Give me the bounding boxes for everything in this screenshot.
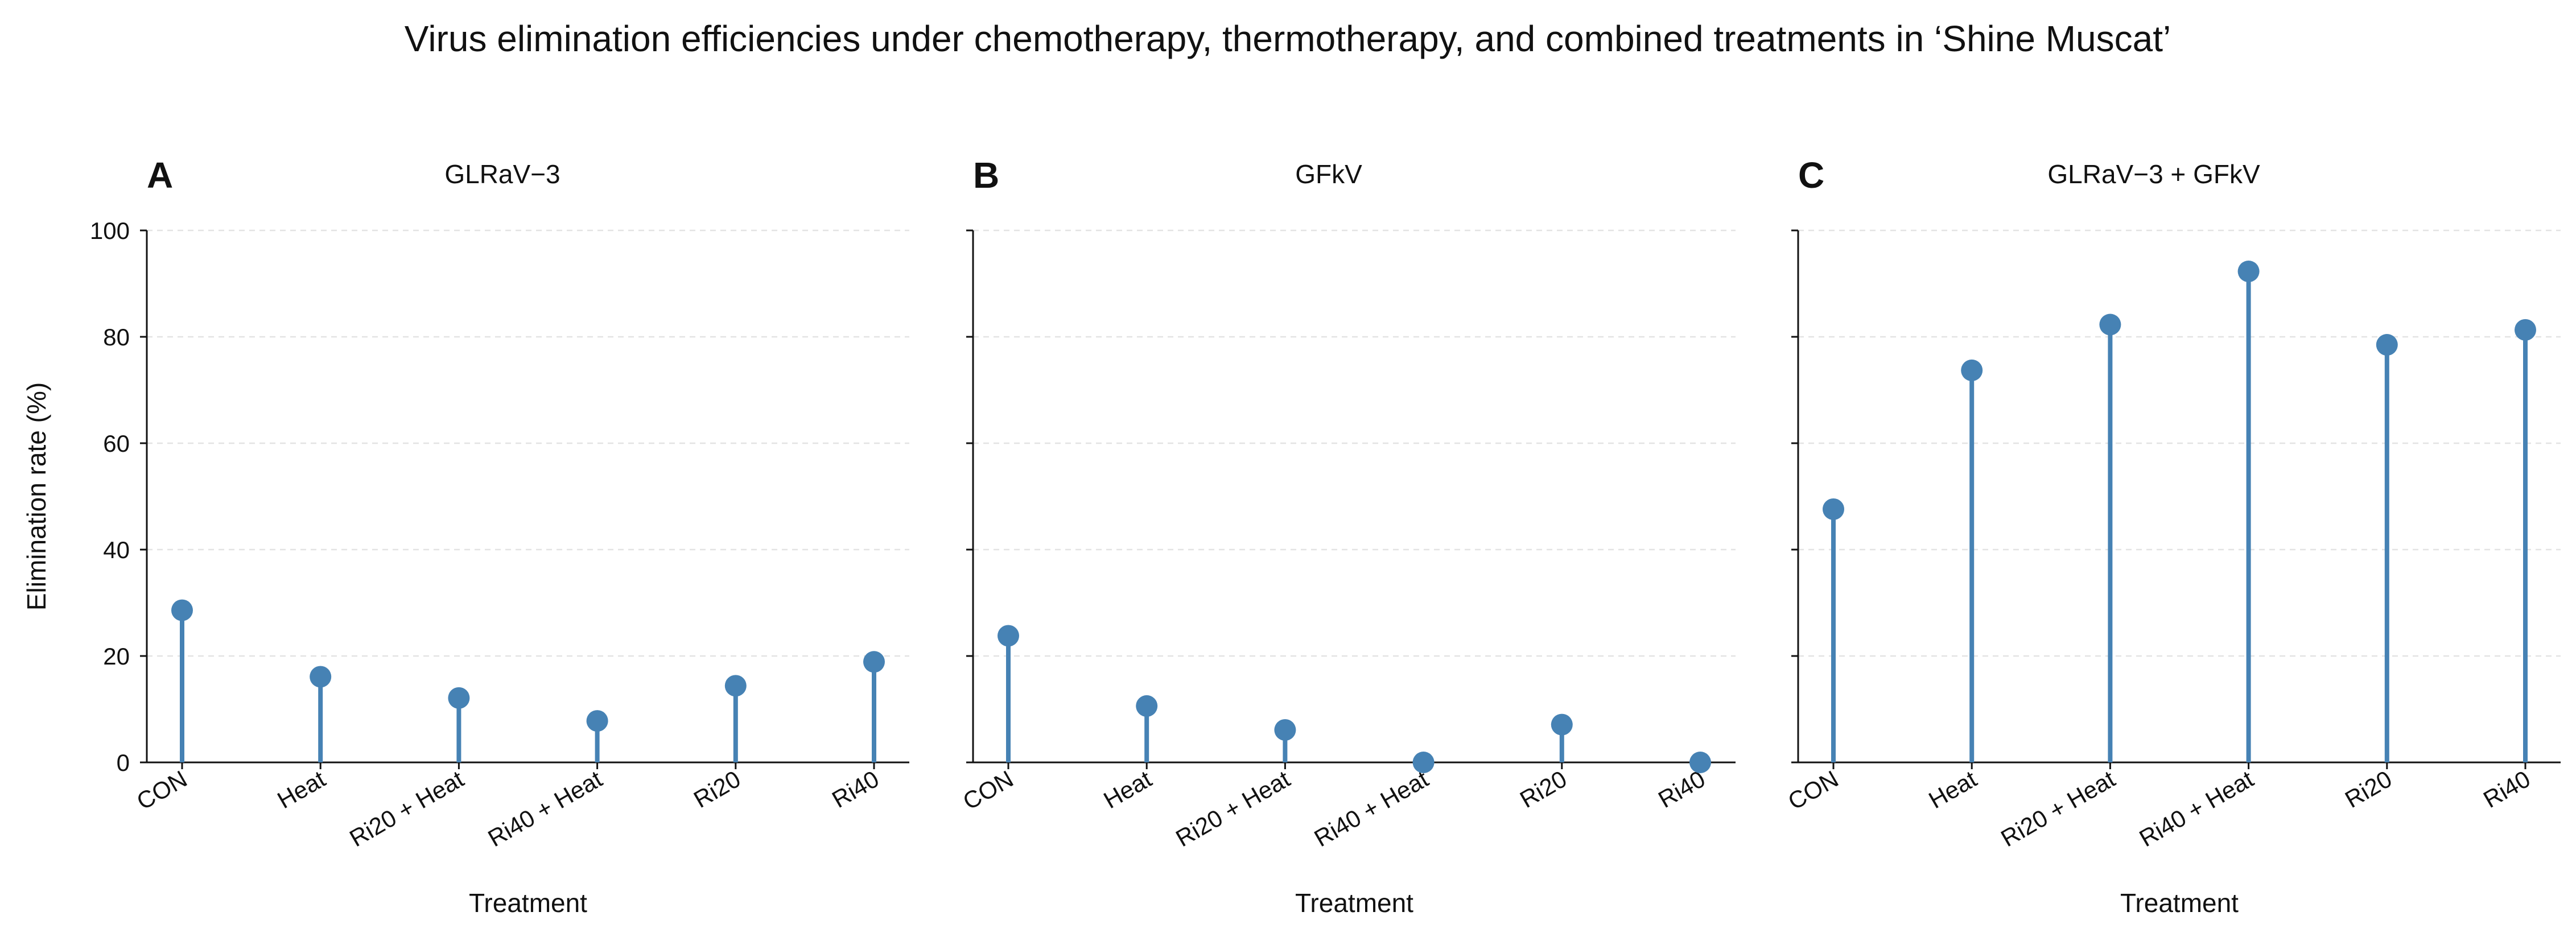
- data-point-con: [1823, 498, 1844, 520]
- panel-a: 0 20 40 60 80 100 CON Heat Ri20 + Heat Ri40 + Hea…: [22, 155, 909, 918]
- data-point-ri40-heat: [1412, 752, 1435, 773]
- x-tick-label: Ri40 + Heat: [484, 765, 607, 852]
- panel-letter: C: [1798, 155, 1824, 196]
- panel-title: GLRaV−3: [444, 159, 560, 189]
- data-point-con: [171, 599, 193, 621]
- panel-c: CON Heat Ri20 + Heat Ri40 + Heat Ri20 Ri40 C GL…: [1783, 155, 2561, 918]
- x-axis-label: Treatment: [1295, 888, 1413, 918]
- x-tick-label: Ri20: [689, 765, 745, 813]
- x-tick-label: Heat: [1924, 765, 1981, 814]
- y-tick-label: 60: [103, 430, 130, 457]
- x-tick-label: Ri40 + Heat: [1310, 765, 1433, 852]
- x-tick-label: CON: [1783, 765, 1843, 815]
- x-tick-label: CON: [132, 765, 191, 815]
- x-tick-label: Heat: [273, 765, 330, 814]
- y-tick-label: 100: [90, 217, 130, 244]
- x-tick-label: Ri20: [2340, 765, 2396, 813]
- y-axis-label: Elimination rate (%): [22, 382, 51, 610]
- x-tick-label: Ri20 + Heat: [345, 765, 468, 852]
- y-tick-label: 0: [117, 749, 130, 776]
- x-axis-label: Treatment: [469, 888, 587, 918]
- x-tick-label: Ri40: [2479, 765, 2534, 813]
- x-axis-label: Treatment: [2120, 888, 2239, 918]
- x-tick-label: Ri20 + Heat: [1171, 765, 1295, 852]
- data-point-heat: [1961, 359, 1983, 381]
- x-tick-label: Ri20 + Heat: [1996, 765, 2120, 852]
- data-point-ri40: [863, 651, 885, 673]
- x-tick-label: Ri40 + Heat: [2135, 765, 2258, 852]
- data-point-ri20-heat: [1274, 719, 1296, 741]
- panel-letter: B: [973, 155, 999, 196]
- data-point-ri20: [1551, 713, 1573, 736]
- data-point-ri40-heat: [2237, 260, 2260, 282]
- x-tick-label: Ri40: [827, 765, 883, 813]
- data-point-heat: [1136, 695, 1158, 717]
- panel-title: GFkV: [1295, 159, 1362, 189]
- data-point-heat: [310, 666, 332, 688]
- data-point-ri40: [1689, 752, 1711, 773]
- data-point-con: [998, 625, 1019, 647]
- x-tick-label: Ri20: [1515, 765, 1571, 813]
- figure-title: Virus elimination efficiencies under che…: [405, 18, 2171, 59]
- y-tick-label: 40: [103, 537, 130, 563]
- y-tick-label: 20: [103, 643, 130, 670]
- data-point-ri20: [2376, 334, 2398, 356]
- data-point-ri40-heat: [586, 710, 608, 732]
- panel-letter: A: [147, 155, 173, 196]
- data-point-ri20-heat: [2099, 313, 2121, 336]
- y-tick-label: 80: [103, 324, 130, 350]
- data-point-ri20: [724, 675, 747, 697]
- panel-title: GLRaV−3 + GFkV: [2047, 159, 2260, 189]
- x-tick-label: CON: [958, 765, 1017, 815]
- data-point-ri20-heat: [448, 687, 470, 709]
- data-point-ri40: [2515, 319, 2536, 341]
- x-tick-label: Heat: [1099, 765, 1156, 814]
